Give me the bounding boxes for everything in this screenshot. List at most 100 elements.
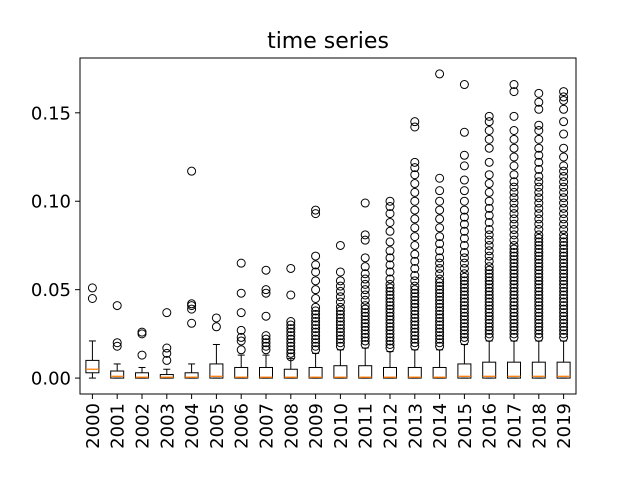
outlier-point <box>335 331 345 341</box>
outlier-point <box>162 308 172 318</box>
outlier-point <box>484 276 494 286</box>
outlier-point <box>435 278 445 288</box>
x-axis: 2000 2001 2002 2003 2004 2005 2006 2007 2008 2009… <box>83 394 575 449</box>
iqr-box <box>85 359 100 374</box>
outlier-point <box>360 198 370 208</box>
outlier-point <box>484 187 494 197</box>
outlier-point <box>534 244 544 254</box>
outlier-point <box>534 265 544 275</box>
outlier-point <box>559 225 569 235</box>
outlier-point <box>385 294 395 304</box>
outlier-point <box>335 302 345 312</box>
outlier-point <box>410 249 420 259</box>
outlier-point <box>559 248 569 258</box>
outlier-point <box>559 104 569 114</box>
outlier-point <box>385 283 395 293</box>
outlier-point <box>484 286 494 296</box>
outlier-point <box>236 258 246 268</box>
outlier-point <box>385 325 395 335</box>
outlier-point <box>459 290 469 300</box>
outlier-point <box>459 161 469 171</box>
outlier-point <box>484 134 494 144</box>
outlier-point <box>509 283 519 293</box>
outlier-point <box>534 294 544 304</box>
outlier-point <box>509 187 519 197</box>
outlier-point <box>459 80 469 90</box>
chart-title: time series <box>267 29 389 54</box>
outlier-point <box>410 256 420 266</box>
outlier-point <box>435 69 445 79</box>
outlier-point <box>534 318 544 328</box>
outlier-point <box>559 251 569 261</box>
outlier-point <box>435 309 445 319</box>
outlier-point <box>311 205 321 215</box>
outlier-point <box>509 126 519 136</box>
outlier-point <box>410 334 420 344</box>
outlier-point <box>311 327 321 337</box>
box-2011 <box>358 198 373 379</box>
x-tick-label: 2001 <box>108 403 129 449</box>
outlier-point <box>286 316 296 326</box>
outlier-point <box>459 205 469 215</box>
outlier-point <box>484 251 494 261</box>
outlier-point <box>484 304 494 314</box>
outlier-point <box>286 352 296 362</box>
outlier-point <box>509 80 519 90</box>
outlier-point <box>534 286 544 296</box>
outlier-point <box>410 117 420 127</box>
outlier-point <box>559 244 569 254</box>
x-tick-label: 2003 <box>157 403 178 449</box>
outlier-point <box>236 325 246 335</box>
box-2009 <box>308 205 323 379</box>
outlier-point <box>335 306 345 316</box>
outlier-point <box>559 143 569 153</box>
x-tick-label: 2007 <box>257 403 278 449</box>
outlier-point <box>410 299 420 309</box>
outlier-point <box>360 311 370 321</box>
outlier-point <box>311 313 321 323</box>
box-2019 <box>556 87 571 379</box>
outlier-point <box>360 315 370 325</box>
outlier-point <box>534 143 544 153</box>
outlier-point <box>559 297 569 307</box>
outlier-point <box>385 274 395 284</box>
outlier-point <box>534 304 544 314</box>
outlier-point <box>534 233 544 243</box>
outlier-point <box>559 258 569 268</box>
outlier-point <box>459 258 469 268</box>
box-2010 <box>333 240 348 379</box>
outlier-point <box>534 255 544 265</box>
outlier-point <box>509 308 519 318</box>
outlier-point <box>137 327 147 337</box>
outlier-point <box>112 338 122 348</box>
outlier-point <box>534 187 544 197</box>
outlier-point <box>410 295 420 305</box>
outlier-point <box>534 182 544 192</box>
outlier-point <box>509 332 519 342</box>
outlier-point <box>435 288 445 298</box>
outlier-point <box>360 325 370 335</box>
outlier-point <box>534 272 544 282</box>
outlier-point <box>559 272 569 282</box>
outlier-point <box>559 311 569 321</box>
outlier-point <box>559 276 569 286</box>
outlier-point <box>459 263 469 273</box>
outlier-point <box>534 177 544 187</box>
outlier-point <box>534 230 544 240</box>
outlier-point <box>509 193 519 203</box>
outlier-point <box>385 202 395 212</box>
outlier-point <box>484 290 494 300</box>
outlier-point <box>484 325 494 335</box>
outlier-point <box>435 338 445 348</box>
box-2006 <box>234 258 249 379</box>
outlier-point <box>360 308 370 318</box>
outlier-point <box>509 143 519 153</box>
outlier-point <box>534 329 544 339</box>
box-2000 <box>85 283 100 379</box>
outlier-point <box>385 246 395 256</box>
outlier-point <box>509 325 519 335</box>
x-tick-label: 2005 <box>207 403 228 449</box>
outlier-point <box>459 196 469 206</box>
